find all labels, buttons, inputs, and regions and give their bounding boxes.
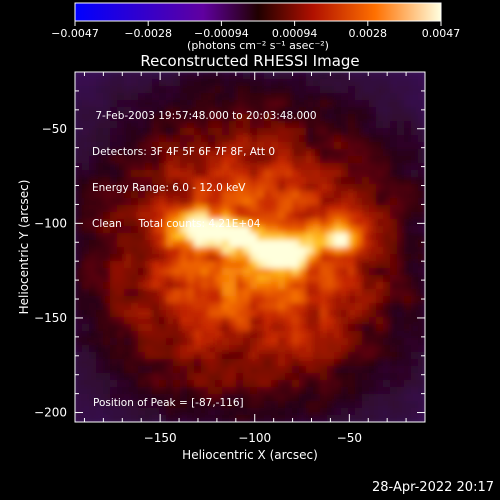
annotation-energy-range: Energy Range: 6.0 - 12.0 keV	[92, 182, 246, 194]
colorbar-gradient	[74, 2, 442, 22]
colorbar-tick-label: 0.0028	[349, 27, 388, 40]
y-tick-label: −200	[34, 406, 67, 420]
y-axis-label: Heliocentric Y (arcsec)	[17, 179, 31, 315]
colorbar-tick-label: 0.0047	[422, 27, 461, 40]
y-tick-label: −150	[34, 311, 67, 325]
colorbar-unit-label: (photons cm⁻² s⁻¹ asec⁻²)	[187, 39, 329, 52]
chart-title: Reconstructed RHESSI Image	[140, 52, 360, 70]
colorbar-tick-label: −0.00094	[194, 27, 249, 40]
x-tick-label: −50	[337, 431, 362, 445]
annotation-detectors: Detectors: 3F 4F 5F 6F 7F 8F, Att 0	[92, 146, 276, 158]
annotation-clean-counts: Clean Total counts: 4.21E+04	[92, 218, 261, 230]
colorbar: −0.0047 −0.0028 −0.00094 0.00094 0.0028 0.004…	[51, 2, 461, 52]
y-tick-label: −100	[34, 216, 67, 230]
annotation-time-range: 7-Feb-2003 19:57:48.000 to 20:03:48.000	[92, 110, 317, 122]
peak-position-label: Position of Peak = [-87,-116]	[93, 397, 244, 409]
x-axis-label: Heliocentric X (arcsec)	[182, 448, 318, 462]
x-tick-label: −100	[238, 431, 271, 445]
footer-timestamp: 28-Apr-2022 20:17	[372, 480, 494, 495]
colorbar-tick-label: −0.0028	[124, 27, 172, 40]
colorbar-tick-label: 0.00094	[272, 27, 318, 40]
x-tick-label: −150	[144, 431, 177, 445]
colorbar-tick-label: −0.0047	[51, 27, 99, 40]
plot-frame	[74, 71, 426, 423]
y-tick-label: −50	[42, 122, 67, 136]
annotation-block: 7-Feb-2003 19:57:48.000 to 20:03:48.000 …	[92, 86, 317, 242]
